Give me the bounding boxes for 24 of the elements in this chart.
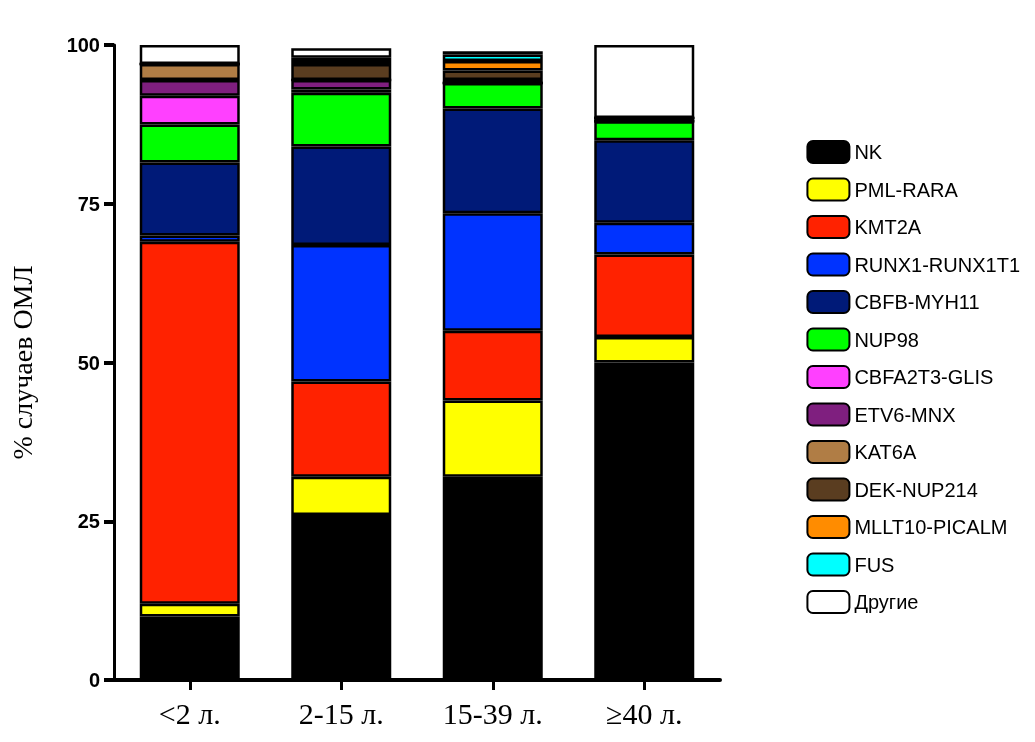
legend-label: CBFB-MYH11 bbox=[854, 291, 980, 313]
y-tick-label: 25 bbox=[77, 510, 100, 533]
legend-label: Другие bbox=[854, 591, 919, 613]
x-tick-label: <2 л. bbox=[158, 696, 221, 730]
y-tick-label: 50 bbox=[77, 351, 100, 374]
legend-label: MLLT10-PICALM bbox=[854, 516, 1008, 538]
bar bbox=[291, 48, 392, 58]
y-tick-label: 100 bbox=[66, 34, 100, 56]
legend-label: PML-RARA bbox=[854, 178, 959, 201]
x-tick-label: 2-15 л. bbox=[298, 696, 384, 730]
legend-label: KMT2A bbox=[854, 216, 922, 238]
y-tick-label: 75 bbox=[77, 192, 100, 215]
legend-label: CBFA2T3-GLIS bbox=[854, 366, 994, 388]
legend-label: KAT6A bbox=[854, 441, 917, 463]
y-tick-label: 0 bbox=[88, 669, 100, 691]
legend-label: FUS bbox=[854, 553, 895, 576]
x-tick-label: ≥40 л. bbox=[606, 696, 683, 730]
legend-label: DEK-NUP214 bbox=[854, 478, 978, 501]
legend-label: ETV6-MNX bbox=[854, 403, 956, 426]
y-axis-title: % случаев ОМЛ bbox=[6, 265, 38, 460]
legend-label: NUP98 bbox=[854, 328, 919, 351]
legend-label: NK bbox=[854, 141, 883, 163]
legend-label: RUNX1-RUNX1T1 bbox=[854, 253, 1021, 276]
x-tick-label: 15-39 л. bbox=[442, 696, 543, 730]
